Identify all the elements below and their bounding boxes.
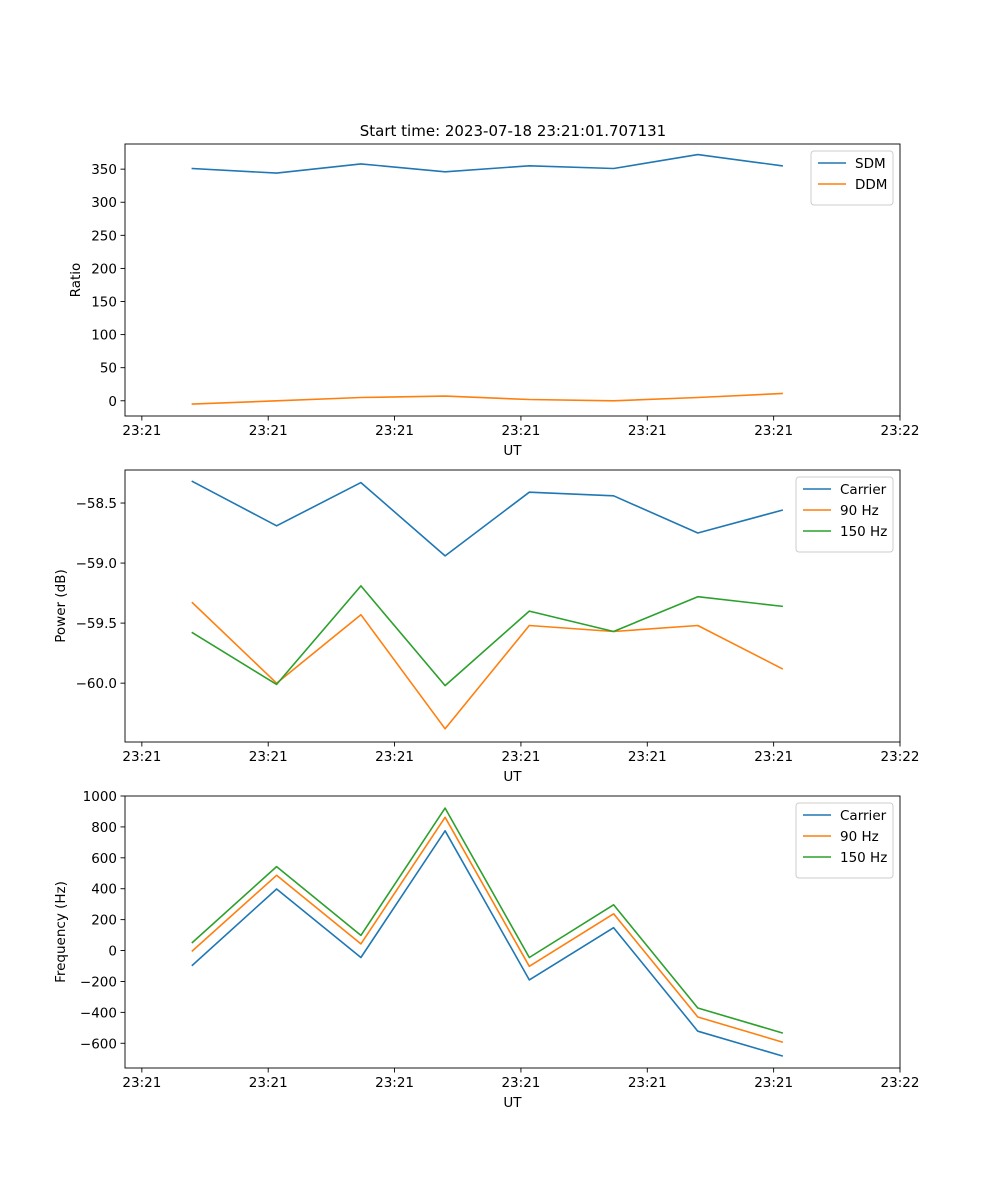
figure-title: Start time: 2023-07-18 23:21:01.707131 [360,122,666,140]
x-tick-label: 23:21 [122,749,161,765]
legend-label: Carrier [840,482,887,498]
x-tick-label: 23:21 [628,749,667,765]
frequency-panel: 23:21 23:21 23:21 23:21 23:21 23:21 23:22 −600 −… [53,789,919,1111]
y-tick-label: −600 [80,1036,117,1052]
legend: Carrier 90 Hz 150 Hz [795,476,894,553]
y-tick-label: 600 [91,851,117,867]
x-tick-label: 23:21 [249,749,288,765]
x-tick-label: 23:22 [881,423,920,439]
y-tick-label: 400 [91,882,117,898]
x-tick-label: 23:21 [501,749,540,765]
ratio-panel: 23:21 23:21 23:21 23:21 23:21 23:21 23:22 0 50 10… [68,143,920,459]
x-tick-label: 23:21 [375,749,414,765]
y-tick-label: 200 [91,913,117,929]
y-tick-label: 800 [91,820,117,836]
y-tick-label: 350 [91,162,117,178]
legend-label: 90 Hz [840,829,879,845]
y-tick-label: 100 [91,328,117,344]
axes-frame [124,143,901,417]
x-axis-label: UT [503,443,522,459]
legend-label: DDM [855,177,887,193]
y-axis-label: Power (dB) [53,569,69,642]
x-axis-label: UT [503,769,522,785]
x-tick-label: 23:21 [501,423,540,439]
legend-label: 150 Hz [840,850,887,866]
y-tick-label: 150 [91,295,117,311]
x-tick-label: 23:21 [754,749,793,765]
x-tick-label: 23:21 [122,1075,161,1091]
legend-box [795,802,894,879]
y-tick-label: 250 [91,228,117,244]
x-tick-label: 23:21 [249,423,288,439]
series-line-90-hz [191,816,784,1043]
y-tick-label: 0 [108,394,117,410]
y-tick-label: −58.5 [76,496,117,512]
y-tick-label: 50 [100,361,117,377]
x-tick-label: 23:21 [501,1075,540,1091]
power-panel: 23:21 23:21 23:21 23:21 23:21 23:21 23:22 −60.0… [53,469,920,785]
x-tick-label: 23:21 [375,1075,414,1091]
x-tick-label: 23:21 [628,423,667,439]
legend-label: SDM [855,156,886,172]
legend-label: Carrier [840,808,887,824]
series-line-sdm [191,153,783,174]
series-line-ddm [191,392,783,405]
y-tick-label: 300 [91,195,117,211]
y-tick-label: 200 [91,261,117,277]
y-tick-label: 0 [108,944,117,960]
legend-box [810,150,894,206]
legend: Carrier 90 Hz 150 Hz [795,802,894,879]
series-line-90-hz [191,601,784,730]
y-tick-label: −400 [80,1005,117,1021]
y-tick-label: −60.0 [76,676,117,692]
series-line-150-hz [191,585,783,687]
x-axis-label: UT [503,1095,522,1111]
y-tick-label: −59.0 [76,556,117,572]
legend: SDM DDM [810,150,894,206]
x-tick-label: 23:21 [754,1075,793,1091]
y-tick-label: −200 [80,974,117,990]
x-tick-label: 23:21 [122,423,161,439]
axes-frame [124,795,901,1069]
x-tick-label: 23:21 [249,1075,288,1091]
legend-label: 90 Hz [840,503,879,519]
y-tick-label: 1000 [83,789,117,805]
x-tick-label: 23:21 [375,423,414,439]
legend-box [795,476,894,553]
y-axis-label: Ratio [68,263,84,298]
x-tick-label: 23:21 [754,423,793,439]
axes-frame [124,469,901,743]
x-tick-label: 23:22 [881,1075,920,1091]
y-tick-label: −59.5 [76,616,117,632]
series-line-150-hz [191,807,784,1034]
legend-label: 150 Hz [840,524,887,540]
y-axis-label: Frequency (Hz) [53,881,69,983]
series-line-carrier [191,829,784,1057]
x-tick-label: 23:22 [881,749,920,765]
series-line-carrier [191,480,784,557]
x-tick-label: 23:21 [628,1075,667,1091]
